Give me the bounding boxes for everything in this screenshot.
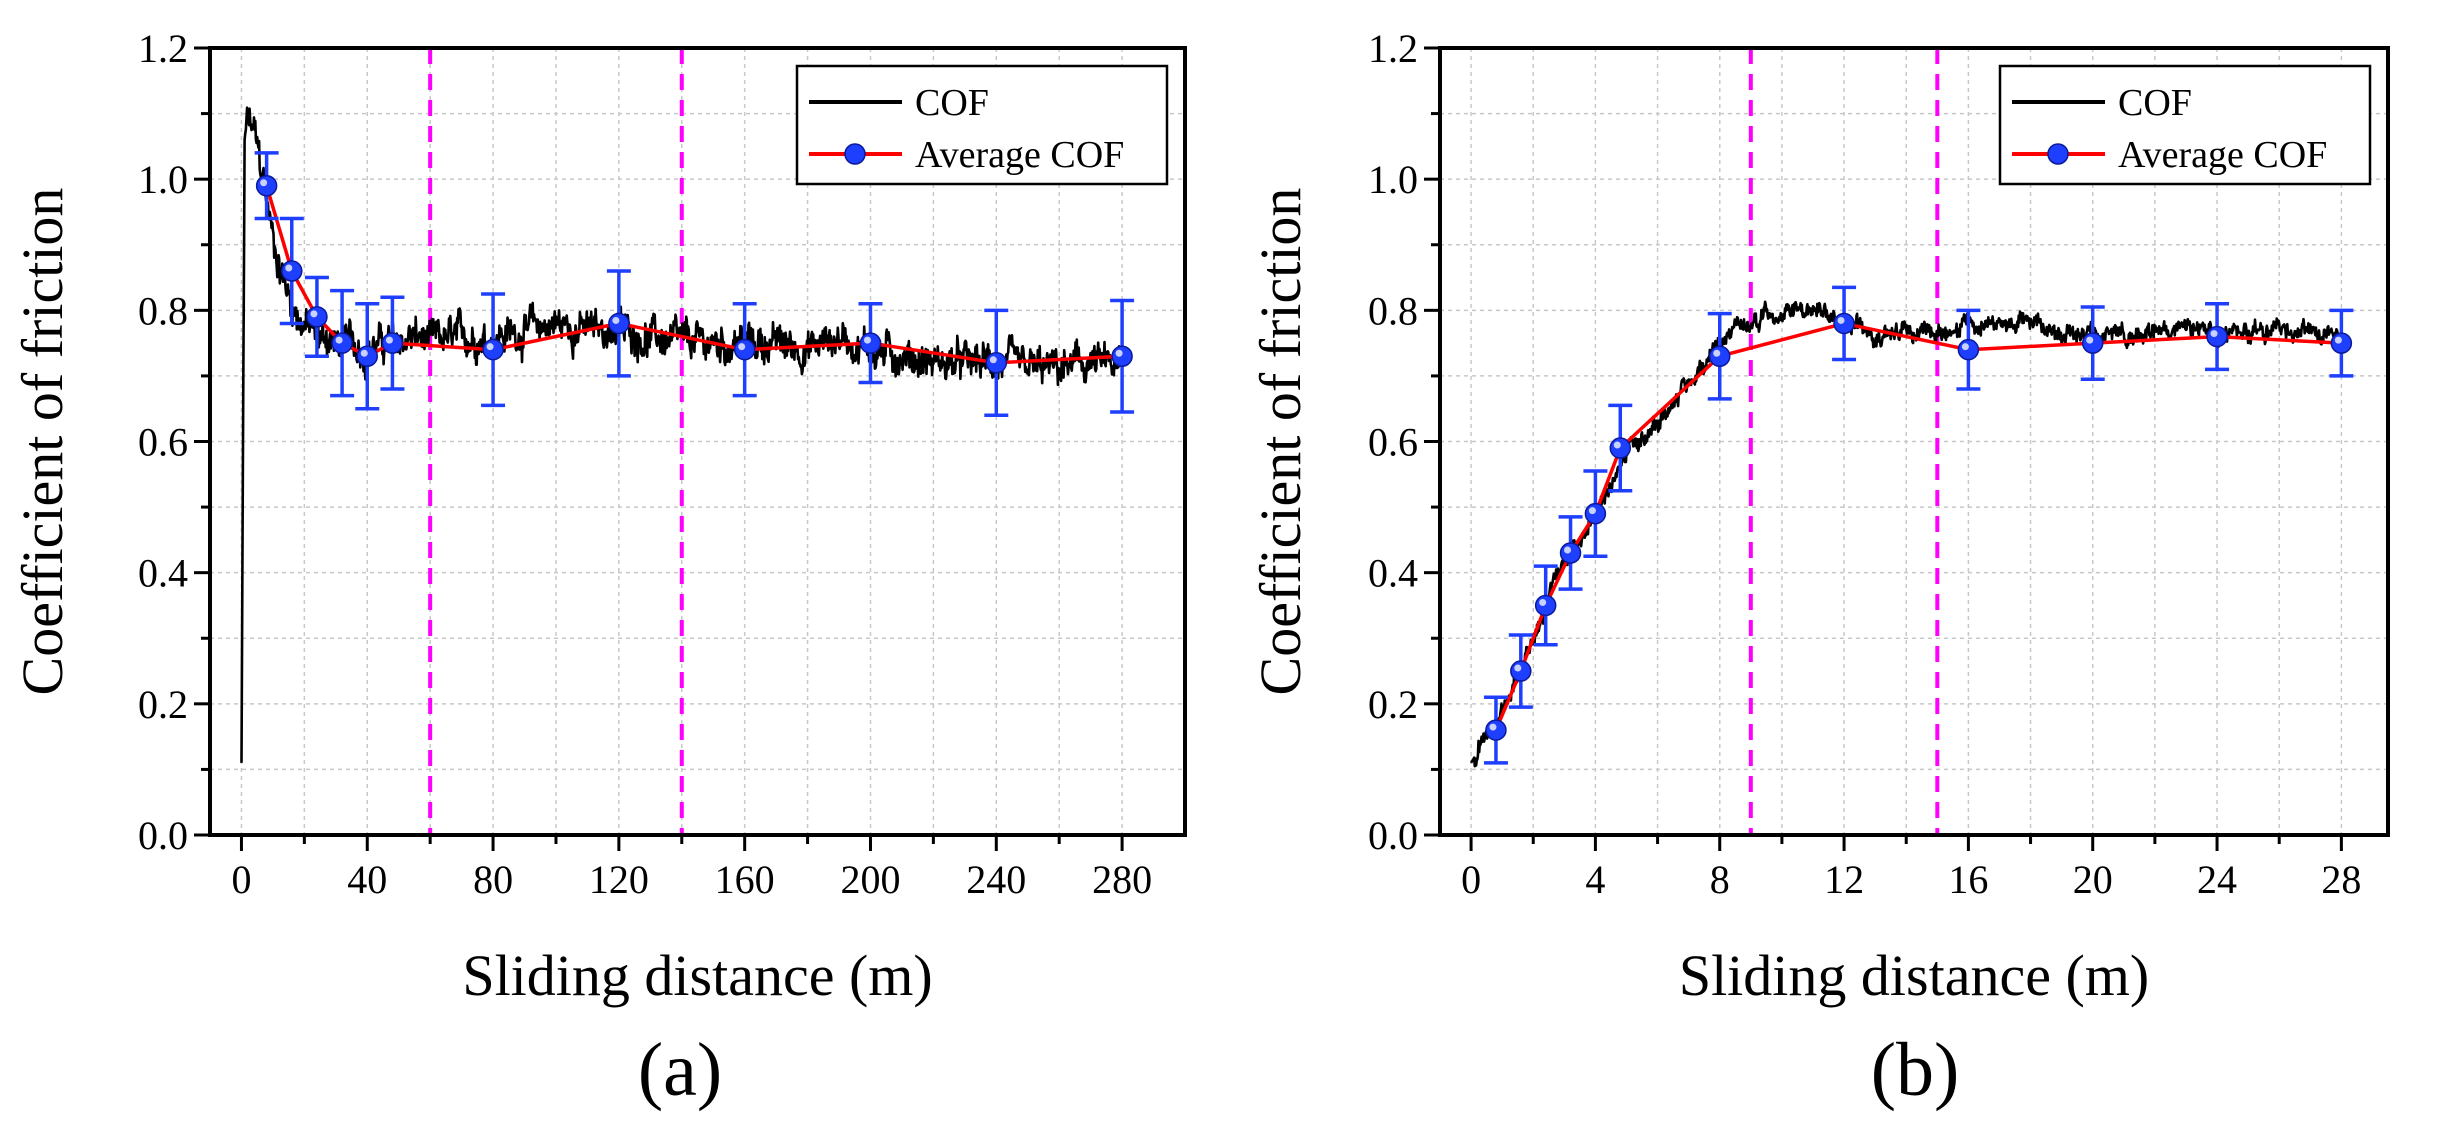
average-cof-point-highlight xyxy=(2210,330,2218,338)
average-cof-point-highlight xyxy=(1539,598,1547,606)
average-cof-point-highlight xyxy=(310,310,318,318)
average-cof-point-highlight xyxy=(1514,664,1522,672)
x-tick-label: 20 xyxy=(2073,857,2113,902)
average-cof-point-highlight xyxy=(1588,507,1596,515)
y-tick-label: 0.0 xyxy=(1368,813,1418,858)
panel-label: (b) xyxy=(1871,1028,1960,1112)
y-tick-label: 0.8 xyxy=(138,288,188,333)
x-tick-label: 8 xyxy=(1710,857,1730,902)
y-tick-label: 1.0 xyxy=(1368,157,1418,202)
legend-label-average-cof: Average COF xyxy=(2118,134,2327,176)
chart-panel-b: 0 4 8 12 16 20 24 28 0.0 0.2 0.4 0.6 0.8 1.0 1.2 Slidin… xyxy=(1248,26,2390,1112)
average-cof-point xyxy=(1559,542,1582,564)
average-cof-point xyxy=(1708,345,1731,367)
legend-label-cof: COF xyxy=(2118,82,2192,124)
average-cof-point xyxy=(1510,660,1532,682)
y-tick-label: 1.2 xyxy=(1368,26,1418,71)
average-cof-point xyxy=(331,332,353,354)
legend-box xyxy=(795,64,1169,186)
average-cof-point-highlight xyxy=(1564,546,1572,554)
legend-label-average-cof: Average COF xyxy=(915,134,1124,176)
x-tick-label: 12 xyxy=(1824,857,1864,902)
legend: COF Average COF xyxy=(1998,64,2372,186)
y-tick-label: 0.6 xyxy=(1368,420,1418,465)
x-tick-label: 80 xyxy=(473,857,513,902)
average-cof-point xyxy=(1111,345,1133,367)
average-cof-point xyxy=(281,260,303,282)
legend-swatch-average-marker xyxy=(844,143,866,165)
average-cof-point-highlight xyxy=(989,356,997,364)
x-tick-label: 24 xyxy=(2197,857,2237,902)
average-cof-point-highlight xyxy=(1837,316,1845,324)
x-tick-label: 0 xyxy=(1461,857,1481,902)
average-cof-point-highlight xyxy=(738,343,746,351)
cof-series-line xyxy=(1469,300,2343,768)
average-cof-point-highlight xyxy=(1713,349,1721,357)
average-cof-point xyxy=(356,345,379,367)
panel-label: (a) xyxy=(638,1028,722,1112)
y-tick-label: 0.0 xyxy=(138,813,188,858)
average-cof-point-highlight xyxy=(285,264,293,272)
average-cof-point xyxy=(2206,325,2228,348)
chart-panel-a: 0 40 80 120 160 200 240 280 0.0 0.2 0.4 0.6 0.8 1.0 1.… xyxy=(10,26,1187,1112)
average-cof-point-highlight xyxy=(260,179,268,187)
average-cof-point xyxy=(859,332,882,354)
average-cof-point-highlight xyxy=(863,336,871,344)
y-tick-label: 0.6 xyxy=(138,420,188,465)
average-cof-point xyxy=(2081,332,2104,354)
y-tick-label: 0.8 xyxy=(1368,288,1418,333)
x-axis-title: Sliding distance (m) xyxy=(1679,943,2149,1008)
average-cof-point xyxy=(733,338,756,361)
average-cof-point-highlight xyxy=(1489,723,1497,731)
average-cof-point xyxy=(1584,502,1607,525)
x-tick-label: 280 xyxy=(1092,857,1152,902)
average-cof-point xyxy=(1957,338,1980,361)
legend: COF Average COF xyxy=(795,64,1169,186)
average-cof-point xyxy=(608,312,630,335)
y-tick-label: 1.2 xyxy=(138,26,188,71)
average-cof-point xyxy=(482,338,504,361)
y-tick-label: 0.4 xyxy=(138,551,188,596)
y-tick-label: 0.4 xyxy=(1368,551,1418,596)
average-cof-point xyxy=(1833,312,1855,335)
x-tick-label: 16 xyxy=(1948,857,1988,902)
x-tick-label: 120 xyxy=(589,857,649,902)
x-axis-title: Sliding distance (m) xyxy=(462,943,932,1008)
x-tick-label: 40 xyxy=(347,857,387,902)
average-cof-point-highlight xyxy=(360,349,368,357)
average-cof-point-highlight xyxy=(1961,343,1969,351)
y-axis-title: Coefficient of friction xyxy=(10,188,75,696)
average-cof-line xyxy=(1494,321,2342,731)
average-cof-point-highlight xyxy=(2334,336,2342,344)
average-cof-point xyxy=(1534,594,1557,617)
x-tick-label: 200 xyxy=(840,857,900,902)
average-cof-point xyxy=(1609,437,1632,459)
y-tick-label: 0.2 xyxy=(138,682,188,727)
average-cof-point xyxy=(306,306,328,328)
average-cof-point-highlight xyxy=(486,343,494,351)
legend-label-cof: COF xyxy=(915,82,989,124)
y-axis-title: Coefficient of friction xyxy=(1248,188,1313,696)
legend-box xyxy=(1998,64,2372,186)
y-tick-label: 1.0 xyxy=(138,157,188,202)
average-cof-point-highlight xyxy=(612,316,620,324)
legend-swatch-average-marker xyxy=(2047,143,2069,165)
average-cof-point-highlight xyxy=(335,336,343,344)
average-cof-point-highlight xyxy=(1115,349,1123,357)
average-cof-point-highlight xyxy=(2086,336,2094,344)
average-cof-point-highlight xyxy=(1613,441,1621,449)
average-cof-point xyxy=(381,332,404,354)
average-cof-point-highlight xyxy=(385,336,393,344)
average-cof-point xyxy=(1485,719,1507,741)
x-tick-label: 28 xyxy=(2321,857,2361,902)
y-tick-label: 0.2 xyxy=(1368,682,1418,727)
x-tick-label: 0 xyxy=(231,857,251,902)
average-cof-point xyxy=(255,174,278,197)
average-cof-point xyxy=(2330,332,2353,354)
x-tick-label: 4 xyxy=(1585,857,1605,902)
x-tick-label: 240 xyxy=(966,857,1026,902)
average-cof-point xyxy=(985,352,1008,374)
x-tick-label: 160 xyxy=(715,857,775,902)
